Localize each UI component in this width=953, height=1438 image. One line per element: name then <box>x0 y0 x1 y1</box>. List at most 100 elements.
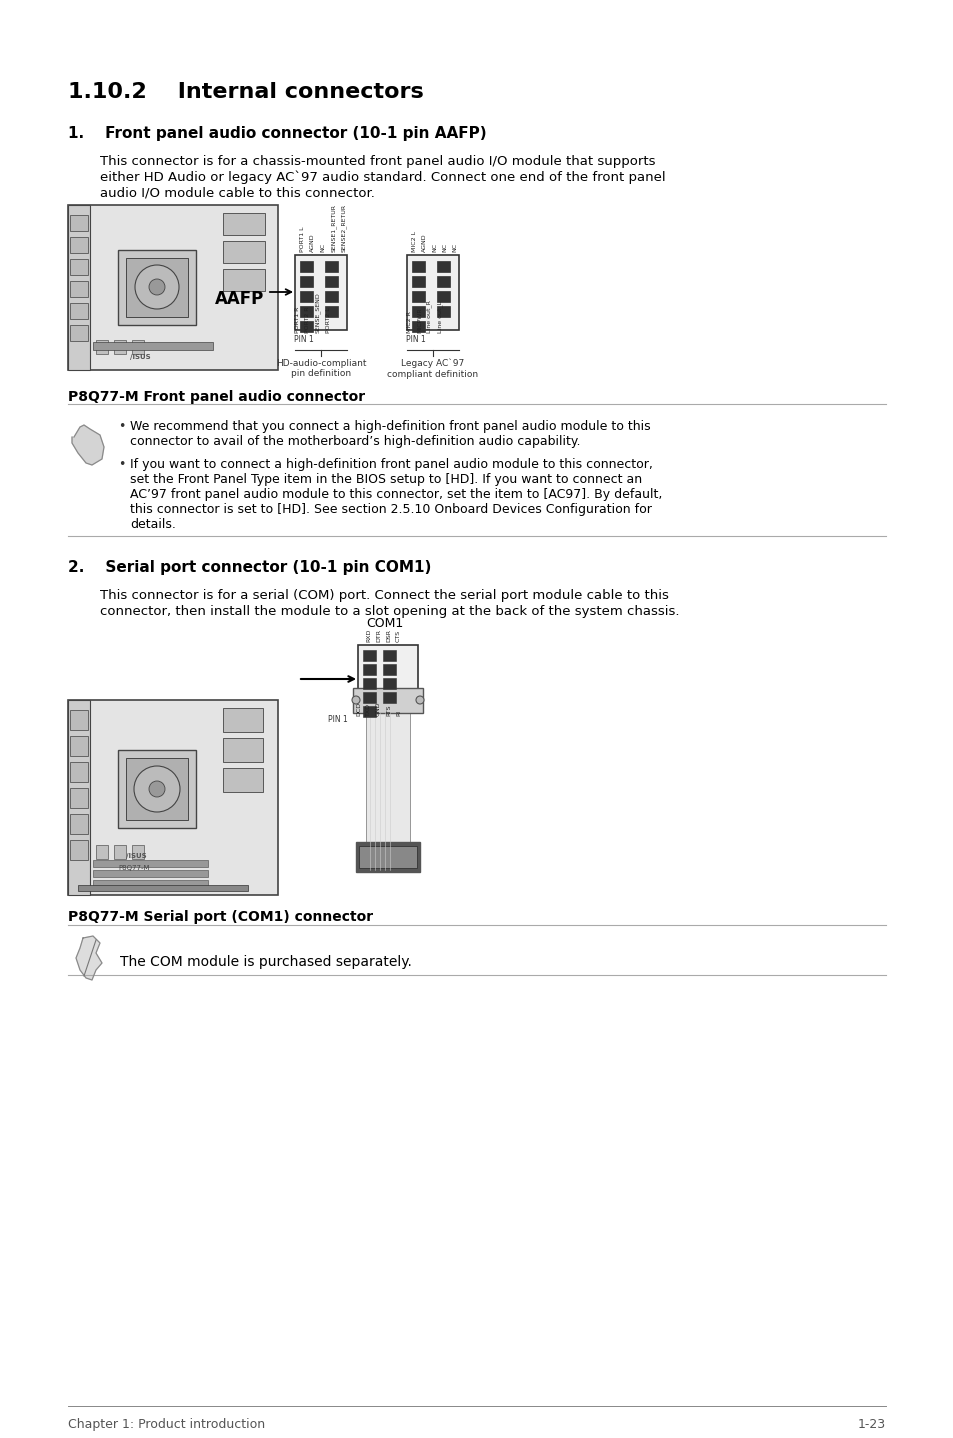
Text: this connector is set to [HD]. See section 2.5.10 Onboard Devices Configuration : this connector is set to [HD]. See secti… <box>130 503 651 516</box>
Bar <box>70 303 88 319</box>
Bar <box>70 762 88 782</box>
Bar <box>70 259 88 275</box>
Bar <box>118 751 195 828</box>
Bar <box>412 321 424 332</box>
Bar <box>325 306 337 316</box>
Text: If you want to connect a high-definition front panel audio module to this connec: If you want to connect a high-definition… <box>130 457 652 472</box>
Text: MIC2 R: MIC2 R <box>407 311 412 334</box>
Text: PORT2 L: PORT2 L <box>325 308 331 334</box>
Text: connector to avail of the motherboard’s high-definition audio capability.: connector to avail of the motherboard’s … <box>130 436 579 449</box>
Text: NC: NC <box>453 243 457 252</box>
Text: audio I/O module cable to this connector.: audio I/O module cable to this connector… <box>100 187 375 200</box>
Bar <box>299 276 313 288</box>
Text: DTR: DTR <box>375 628 380 641</box>
Text: /ISUS: /ISUS <box>126 853 147 858</box>
Text: NC: NC <box>320 243 325 252</box>
Bar <box>92 880 208 887</box>
Text: We recommend that you connect a high-definition front panel audio module to this: We recommend that you connect a high-def… <box>130 420 650 433</box>
Bar <box>92 860 208 867</box>
Bar <box>118 250 195 325</box>
Text: CTS: CTS <box>395 630 400 641</box>
Text: AGND: AGND <box>422 233 427 252</box>
Text: either HD Audio or legacy AC`97 audio standard. Connect one end of the front pan: either HD Audio or legacy AC`97 audio st… <box>100 171 665 184</box>
Bar <box>382 692 395 703</box>
Bar <box>70 814 88 834</box>
Bar <box>70 736 88 756</box>
Bar <box>363 650 375 661</box>
Bar <box>436 276 450 288</box>
Text: 1.    Front panel audio connector (10-1 pin AAFP): 1. Front panel audio connector (10-1 pin… <box>68 127 486 141</box>
Text: COM1: COM1 <box>366 617 403 630</box>
Text: /ISUS: /ISUS <box>130 354 151 360</box>
Circle shape <box>149 781 165 797</box>
Bar <box>223 213 265 234</box>
Text: SENSE1_RETUR: SENSE1_RETUR <box>331 204 336 252</box>
Text: PIN 1: PIN 1 <box>328 715 348 723</box>
Bar <box>325 262 337 272</box>
Text: This connector is for a chassis-mounted front panel audio I/O module that suppor: This connector is for a chassis-mounted … <box>100 155 655 168</box>
Text: The COM module is purchased separately.: The COM module is purchased separately. <box>120 955 412 969</box>
Bar <box>70 237 88 253</box>
Bar <box>436 306 450 316</box>
Text: RTS: RTS <box>386 705 391 716</box>
Bar <box>113 339 126 354</box>
Bar <box>363 664 375 674</box>
Bar <box>436 262 450 272</box>
Bar <box>223 768 263 792</box>
Text: 1-23: 1-23 <box>857 1418 885 1431</box>
Bar <box>70 788 88 808</box>
Bar <box>412 276 424 288</box>
Bar <box>412 262 424 272</box>
Bar <box>68 700 277 894</box>
Bar <box>407 255 458 329</box>
Bar <box>294 255 347 329</box>
Bar <box>357 646 417 713</box>
Bar <box>126 257 188 316</box>
Bar <box>299 262 313 272</box>
Bar <box>299 290 313 302</box>
Circle shape <box>149 279 165 295</box>
Bar <box>132 339 144 354</box>
Bar <box>355 843 419 871</box>
Text: NC: NC <box>432 243 436 252</box>
Text: PORT1 R: PORT1 R <box>294 306 299 334</box>
Text: Line out_L: Line out_L <box>436 301 442 334</box>
Circle shape <box>416 696 423 705</box>
Bar <box>223 707 263 732</box>
Polygon shape <box>76 936 102 981</box>
Text: Line out_R: Line out_R <box>426 301 432 334</box>
Text: connector, then install the module to a slot opening at the back of the system c: connector, then install the module to a … <box>100 605 679 618</box>
Bar <box>70 840 88 860</box>
Bar <box>382 664 395 674</box>
Text: TXD: TXD <box>366 703 371 716</box>
Bar <box>70 325 88 341</box>
Bar <box>223 738 263 762</box>
Bar <box>412 290 424 302</box>
Text: AAFP: AAFP <box>214 290 264 308</box>
Bar <box>358 846 416 869</box>
Bar <box>436 290 450 302</box>
Bar <box>363 677 375 689</box>
Text: GND: GND <box>375 702 380 716</box>
Circle shape <box>135 265 179 309</box>
Bar <box>92 342 213 349</box>
Bar <box>412 306 424 316</box>
Bar <box>92 870 208 877</box>
Text: HD-audio-compliant
pin definition: HD-audio-compliant pin definition <box>275 360 366 378</box>
Text: DCD: DCD <box>355 702 360 716</box>
Text: Chapter 1: Product introduction: Chapter 1: Product introduction <box>68 1418 265 1431</box>
Text: AGND: AGND <box>310 233 314 252</box>
Bar <box>382 650 395 661</box>
Bar <box>366 713 410 870</box>
Text: NC: NC <box>442 243 447 252</box>
Text: details.: details. <box>130 518 175 531</box>
Bar <box>96 846 108 858</box>
Bar <box>223 269 265 290</box>
Text: 1.10.2    Internal connectors: 1.10.2 Internal connectors <box>68 82 423 102</box>
Bar <box>70 280 88 298</box>
Bar <box>132 846 144 858</box>
Bar <box>363 692 375 703</box>
Text: PORT1 L: PORT1 L <box>299 226 305 252</box>
Bar <box>363 706 375 718</box>
Text: P8Q77-M Serial port (COM1) connector: P8Q77-M Serial port (COM1) connector <box>68 910 373 925</box>
